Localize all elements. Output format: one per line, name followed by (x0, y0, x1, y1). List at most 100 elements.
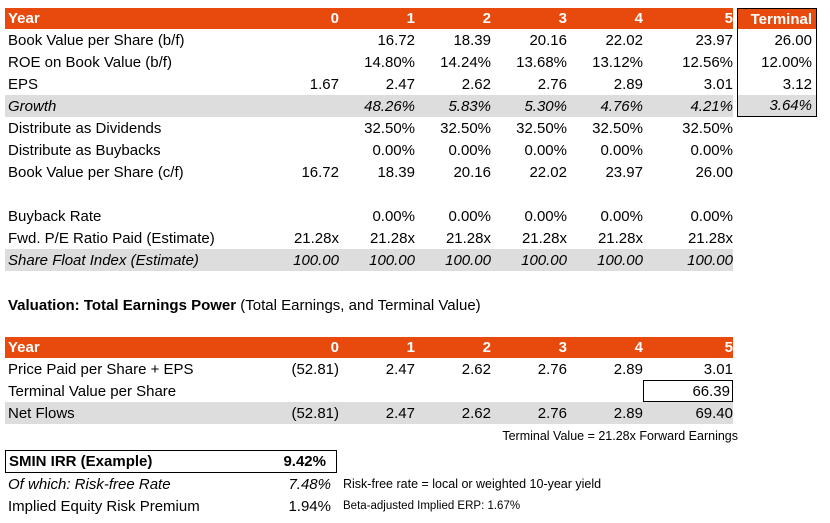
erp-row: Implied Equity Risk Premium 1.94% Beta-a… (5, 495, 825, 517)
row-label: ROE on Book Value (b/f) (8, 53, 172, 71)
terminal-cell: 3.64% (737, 95, 817, 117)
terminal-col-header: Terminal (737, 8, 817, 29)
terminal-cell: 3.12 (737, 73, 817, 95)
row-label: Terminal Value per Share (8, 382, 177, 400)
cell: 100.00 (293, 251, 339, 269)
spreadsheet: Year 0 1 2 3 4 5 Terminal Book Value per… (5, 8, 825, 517)
cell: 48.26% (364, 97, 415, 115)
cell: 0.00% (524, 207, 567, 225)
cell: 32.50% (440, 119, 491, 137)
row-label: Book Value per Share (c/f) (8, 163, 184, 181)
cell: 2.89 (613, 360, 643, 378)
cell: 21.28x (369, 229, 415, 247)
year-col-header: 0 (330, 339, 339, 356)
terminal-cell: 26.00 (737, 29, 817, 51)
table-header-row: Year 0 1 2 3 4 5 Terminal (5, 8, 825, 29)
table-row-net-flows: Net Flows (52.81) 2.47 2.62 2.76 2.89 69… (5, 402, 825, 424)
year-col-header: 2 (482, 10, 491, 27)
year-col-header: 2 (482, 339, 491, 356)
year-col-header: 0 (330, 10, 339, 27)
erp-label: Implied Equity Risk Premium (8, 497, 200, 515)
erp-note: Beta-adjusted Implied ERP: 1.67% (343, 500, 521, 512)
cell: (52.81) (291, 404, 339, 422)
row-label: Buyback Rate (8, 207, 102, 225)
cell: 100.00 (521, 251, 567, 269)
year-col-header: 1 (406, 339, 415, 356)
cell: 32.50% (364, 119, 415, 137)
cell: 18.39 (453, 31, 491, 49)
terminal-cell (737, 139, 817, 161)
cell: 0.00% (524, 141, 567, 159)
cell: 3.01 (703, 360, 733, 378)
section-title-rest: (Total Earnings, and Terminal Value) (236, 297, 481, 314)
cell: 0.00% (448, 141, 491, 159)
assumptions-table: Year 0 1 2 3 4 5 Terminal Book Value per… (5, 8, 825, 271)
cell: 21.28x (687, 229, 733, 247)
row-label: EPS (8, 75, 39, 93)
cell: 2.47 (385, 404, 415, 422)
cell: 2.76 (537, 75, 567, 93)
row-label: Net Flows (8, 404, 75, 422)
table-row-terminal-value: Terminal Value per Share 66.39 (5, 380, 825, 402)
cell: 14.80% (364, 53, 415, 71)
cell: 0.00% (690, 141, 733, 159)
cell: 32.50% (682, 119, 733, 137)
cell: 1.67 (309, 75, 339, 93)
cell: 4.76% (600, 97, 643, 115)
year-col-header: 1 (406, 10, 415, 27)
table-row: Buyback Rate 0.00% 0.00% 0.00% 0.00% 0.0… (5, 205, 825, 227)
row-label: Book Value per Share (b/f) (8, 31, 185, 49)
cell: 22.02 (529, 163, 567, 181)
risk-free-note: Risk-free rate = local or weighted 10-ye… (343, 477, 602, 491)
cell: 21.28x (445, 229, 491, 247)
cell: 2.62 (461, 404, 491, 422)
cell: 100.00 (445, 251, 491, 269)
table-row-growth: Growth 48.26% 5.83% 5.30% 4.76% 4.21% 3.… (5, 95, 825, 117)
row-label: Growth (8, 97, 57, 115)
table-row: Distribute as Dividends 32.50% 32.50% 32… (5, 117, 825, 139)
cell: 20.16 (453, 163, 491, 181)
cell: 3.01 (703, 75, 733, 93)
year-col-header: 3 (558, 10, 567, 27)
row-label: Price Paid per Share + EPS (8, 360, 194, 378)
cell: 14.24% (440, 53, 491, 71)
risk-free-label: Of which: Risk-free Rate (8, 475, 171, 493)
cell: 5.83% (448, 97, 491, 115)
spacer-row (5, 183, 825, 205)
cell: 100.00 (687, 251, 733, 269)
irr-label: SMIN IRR (Example) (9, 453, 153, 470)
cell: 0.00% (372, 141, 415, 159)
section-title-bold: Valuation: Total Earnings Power (8, 297, 237, 314)
terminal-value-cell: 66.39 (643, 380, 733, 402)
table-row: Book Value per Share (c/f) 16.72 18.39 2… (5, 161, 825, 183)
cell: 21.28x (597, 229, 643, 247)
cell: 16.72 (301, 163, 339, 181)
year-header-label: Year (8, 10, 40, 27)
terminal-cell (737, 161, 817, 183)
valuation-table: Year 0 1 2 3 4 5 Price Paid per Share + … (5, 337, 825, 424)
table-row: ROE on Book Value (b/f) 14.80% 14.24% 13… (5, 51, 825, 73)
cell: 21.28x (293, 229, 339, 247)
cell: 32.50% (516, 119, 567, 137)
cell: 13.68% (516, 53, 567, 71)
table-row-share-float: Share Float Index (Estimate) 100.00 100.… (5, 249, 825, 271)
cell: 23.97 (605, 163, 643, 181)
risk-free-row: Of which: Risk-free Rate 7.48% Risk-free… (5, 473, 825, 495)
row-label: Fwd. P/E Ratio Paid (Estimate) (8, 229, 215, 247)
table-row: Fwd. P/E Ratio Paid (Estimate) 21.28x 21… (5, 227, 825, 249)
cell: 21.28x (521, 229, 567, 247)
cell: 5.30% (524, 97, 567, 115)
cell: 26.00 (695, 163, 733, 181)
terminal-cell (737, 117, 817, 139)
table-row: Distribute as Buybacks 0.00% 0.00% 0.00%… (5, 139, 825, 161)
terminal-cell (737, 205, 817, 227)
cell: 2.76 (537, 360, 567, 378)
table-header-row: Year 0 1 2 3 4 5 (5, 337, 825, 358)
irr-result-box: SMIN IRR (Example) 9.42% (5, 450, 337, 473)
erp-value: 1.94% (288, 497, 331, 515)
cell: 0.00% (600, 207, 643, 225)
cell: 100.00 (369, 251, 415, 269)
cell: 0.00% (448, 207, 491, 225)
terminal-cell (737, 249, 817, 271)
cell: 22.02 (605, 31, 643, 49)
